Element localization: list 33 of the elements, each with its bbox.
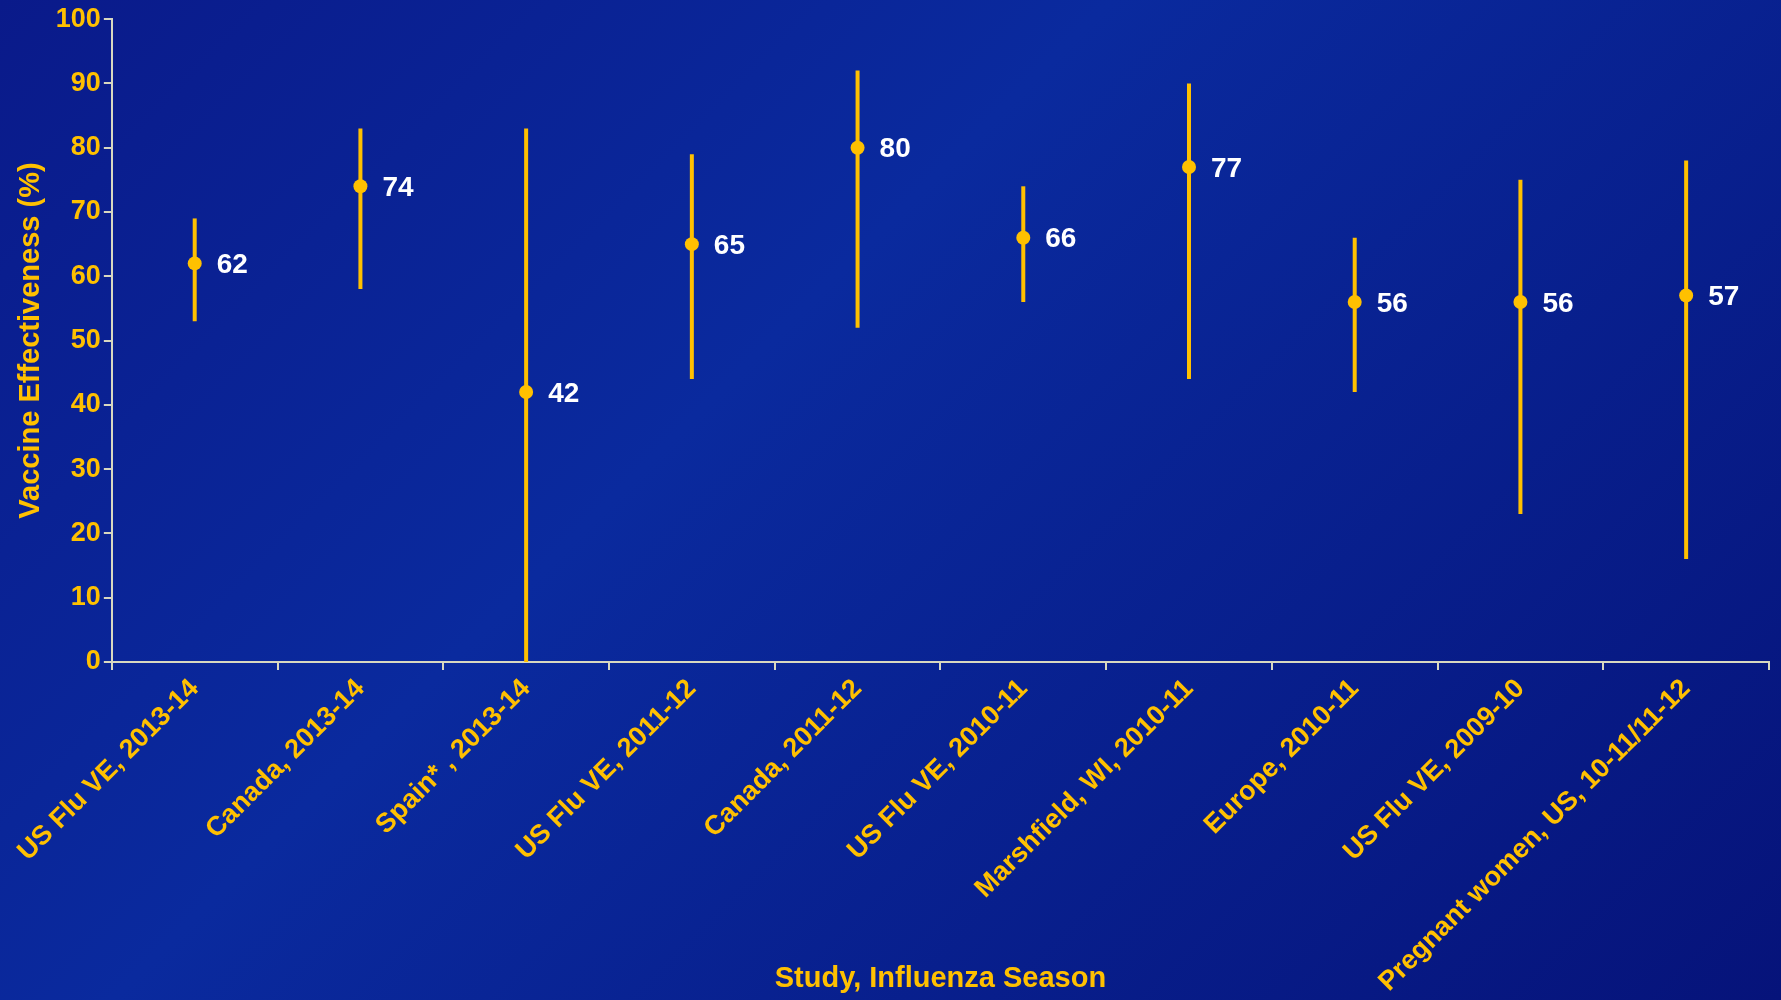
point [519,384,534,399]
data-label: 56 [1542,286,1574,318]
point [850,140,865,155]
y-tick-label: 40 [70,388,101,419]
point [1513,294,1528,309]
y-tick-label: 50 [70,323,101,354]
data-label: 74 [382,171,414,203]
data-label: 57 [1708,280,1740,312]
data-label: 56 [1376,286,1408,318]
y-tick-label: 80 [70,131,101,162]
point [1679,288,1694,303]
y-tick-label: 0 [85,645,101,676]
y-axis-title: Vaccine Effectiveness (%) [13,162,46,519]
point [684,237,699,252]
data-label: 80 [879,132,911,164]
x-axis-title: Study, Influenza Season [774,960,1107,993]
point [1016,230,1031,245]
point [353,179,368,194]
y-tick-label: 20 [70,516,101,547]
data-label: 65 [713,228,746,260]
data-label: 62 [216,248,248,280]
point [187,256,202,271]
data-label: 77 [1211,151,1243,183]
y-tick-label: 30 [70,452,101,483]
data-label: 42 [548,376,580,408]
y-tick-label: 90 [70,66,101,97]
data-label: 66 [1045,222,1077,254]
point [1347,294,1362,309]
point [1182,160,1196,175]
y-tick-label: 10 [70,581,101,612]
y-tick-label: 100 [55,2,101,33]
y-tick-label: 70 [70,195,101,226]
y-tick-label: 60 [70,259,101,290]
